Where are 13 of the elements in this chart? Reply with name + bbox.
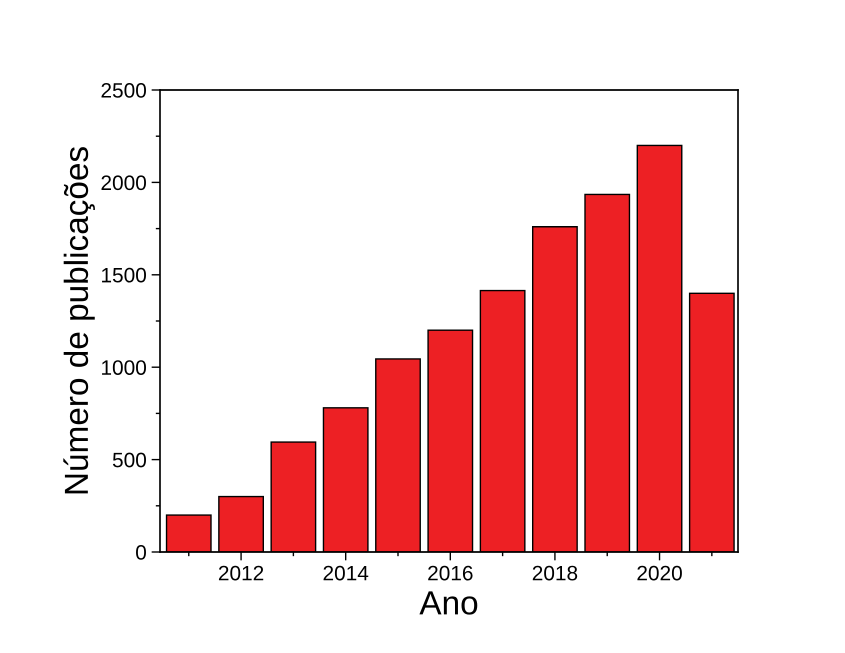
x-tick-label: 2014 xyxy=(324,566,368,580)
y-tick-label: 0 xyxy=(136,545,146,560)
x-tick-label: 2020 xyxy=(637,566,682,580)
y-tick-label: 1500 xyxy=(102,268,146,283)
y-tick-label: 500 xyxy=(112,452,146,468)
y-axis-title: Número de publicações xyxy=(63,147,95,494)
y-tick-label: 1000 xyxy=(102,360,146,375)
x-axis-title: Ano xyxy=(419,591,478,615)
y-tick-label: 2500 xyxy=(102,83,146,98)
x-tick-label: 2016 xyxy=(428,566,473,580)
x-tick-label: 2018 xyxy=(532,566,578,580)
x-tick-label: 2012 xyxy=(218,566,264,580)
y-tick-label: 2000 xyxy=(102,175,146,190)
